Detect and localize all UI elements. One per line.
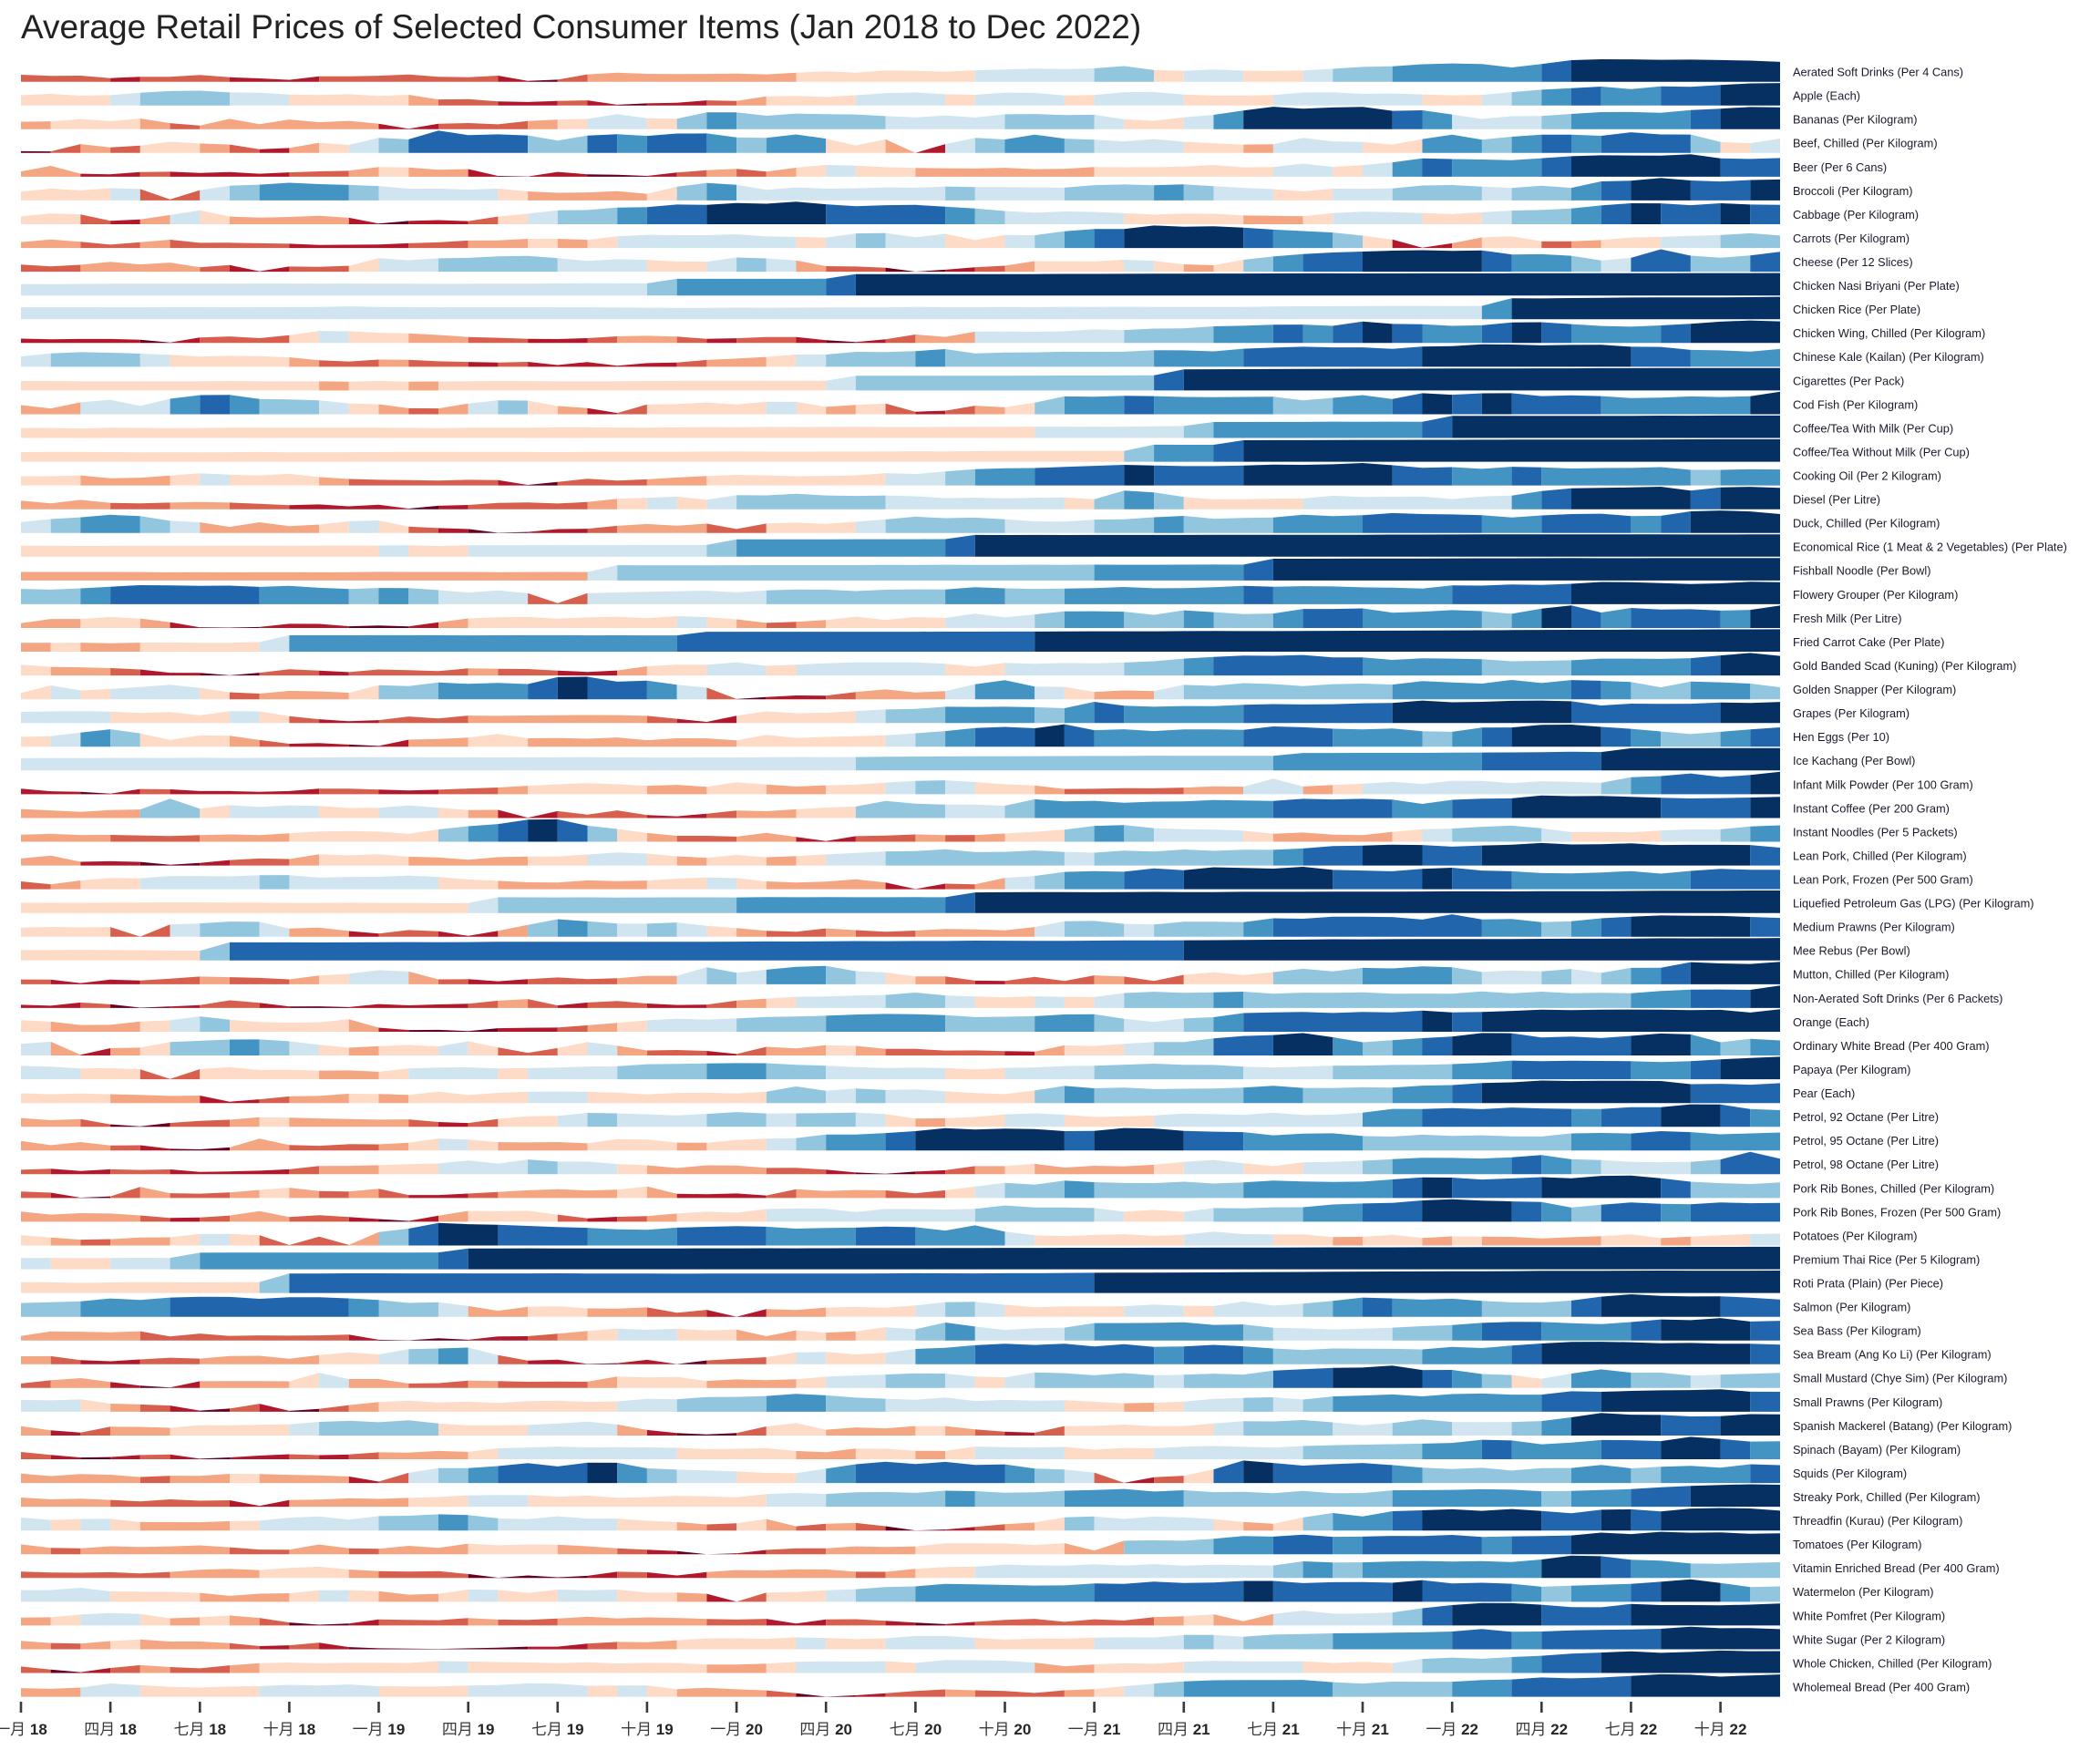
svg-text:十月 19: 十月 19 [621,1721,674,1738]
svg-text:Diesel (Per Litre): Diesel (Per Litre) [1793,493,1880,507]
svg-text:Papaya (Per Kilogram): Papaya (Per Kilogram) [1793,1063,1910,1076]
svg-text:Instant Noodles (Per 5 Packets: Instant Noodles (Per 5 Packets) [1793,825,1958,839]
svg-text:Pear (Each): Pear (Each) [1793,1086,1855,1100]
svg-text:Streaky Pork, Chilled (Per Kil: Streaky Pork, Chilled (Per Kilogram) [1793,1490,1981,1504]
svg-text:Beer (Per 6 Cans): Beer (Per 6 Cans) [1793,160,1887,174]
svg-text:七月 18: 七月 18 [173,1721,226,1738]
svg-text:一月 21: 一月 21 [1068,1721,1121,1738]
svg-text:Broccoli (Per Kilogram): Broccoli (Per Kilogram) [1793,184,1913,198]
svg-text:Tomatoes (Per Kilogram): Tomatoes (Per Kilogram) [1793,1538,1922,1551]
svg-text:Petrol, 98 Octane (Per Litre): Petrol, 98 Octane (Per Litre) [1793,1158,1939,1171]
svg-text:Mutton, Chilled (Per Kilogram): Mutton, Chilled (Per Kilogram) [1793,968,1949,982]
svg-text:Small Mustard (Chye Sim) (Per: Small Mustard (Chye Sim) (Per Kilogram) [1793,1372,2007,1385]
svg-text:Squids (Per Kilogram): Squids (Per Kilogram) [1793,1467,1907,1480]
svg-text:Liquefied Petroleum Gas (LPG): Liquefied Petroleum Gas (LPG) (Per Kilog… [1793,897,2034,911]
svg-text:Golden Snapper (Per Kilogram): Golden Snapper (Per Kilogram) [1793,683,1956,696]
svg-text:十月 21: 十月 21 [1336,1721,1389,1738]
svg-text:Average Retail Prices of Selec: Average Retail Prices of Selected Consum… [21,8,1141,46]
svg-text:Chicken Rice (Per Plate): Chicken Rice (Per Plate) [1793,303,1920,316]
svg-text:四月 19: 四月 19 [442,1721,495,1738]
svg-text:Orange (Each): Orange (Each) [1793,1015,1869,1029]
svg-text:Carrots (Per Kilogram): Carrots (Per Kilogram) [1793,232,1910,245]
svg-text:Lean Pork, Frozen (Per 500 Gra: Lean Pork, Frozen (Per 500 Gram) [1793,873,1973,887]
svg-text:Gold Banded Scad (Kuning) (Per: Gold Banded Scad (Kuning) (Per Kilogram) [1793,659,2016,673]
svg-text:Wholemeal Bread (Per 400 Gram): Wholemeal Bread (Per 400 Gram) [1793,1681,1970,1694]
svg-text:Economical Rice (1 Meat & 2 Ve: Economical Rice (1 Meat & 2 Vegetables) … [1793,540,2067,554]
svg-text:Apple (Each): Apple (Each) [1793,89,1860,103]
svg-text:Small Prawns (Per Kilogram): Small Prawns (Per Kilogram) [1793,1395,1942,1409]
svg-text:四月 20: 四月 20 [799,1721,852,1738]
svg-text:十月 20: 十月 20 [979,1721,1032,1738]
svg-text:Petrol, 95 Octane (Per Litre): Petrol, 95 Octane (Per Litre) [1793,1134,1939,1148]
svg-text:七月 21: 七月 21 [1247,1721,1300,1738]
svg-text:Non-Aerated Soft Drinks (Per 6: Non-Aerated Soft Drinks (Per 6 Packets) [1793,992,2002,1005]
svg-text:Fresh Milk (Per Litre): Fresh Milk (Per Litre) [1793,612,1901,625]
svg-text:Cigarettes (Per Pack): Cigarettes (Per Pack) [1793,374,1904,387]
svg-text:Mee Rebus (Per Bowl): Mee Rebus (Per Bowl) [1793,944,1910,958]
svg-text:Ice Kachang (Per Bowl): Ice Kachang (Per Bowl) [1793,754,1915,767]
svg-text:Salmon (Per Kilogram): Salmon (Per Kilogram) [1793,1301,1910,1314]
svg-text:一月 19: 一月 19 [353,1721,406,1738]
svg-text:Chicken Nasi Briyani (Per Plat: Chicken Nasi Briyani (Per Plate) [1793,279,1960,293]
svg-text:White Sugar (Per 2 Kilogram): White Sugar (Per 2 Kilogram) [1793,1632,1945,1646]
svg-text:一月 18: 一月 18 [0,1721,47,1738]
svg-text:Spinach (Bayam) (Per Kilogram): Spinach (Bayam) (Per Kilogram) [1793,1443,1961,1457]
svg-text:Pork Rib Bones, Chilled (Per K: Pork Rib Bones, Chilled (Per Kilogram) [1793,1181,1994,1195]
svg-text:Threadfin (Kurau) (Per Kilogra: Threadfin (Kurau) (Per Kilogram) [1793,1514,1962,1528]
svg-text:十月 18: 十月 18 [263,1721,316,1738]
svg-text:Lean Pork, Chilled (Per Kilogr: Lean Pork, Chilled (Per Kilogram) [1793,849,1967,862]
svg-text:Premium Thai Rice (Per 5 Kilog: Premium Thai Rice (Per 5 Kilogram) [1793,1252,1980,1266]
svg-text:Cabbage (Per Kilogram): Cabbage (Per Kilogram) [1793,208,1919,221]
svg-text:Fishball Noodle (Per Bowl): Fishball Noodle (Per Bowl) [1793,564,1931,578]
svg-text:Flowery Grouper (Per Kilogram): Flowery Grouper (Per Kilogram) [1793,588,1958,602]
svg-text:一月 22: 一月 22 [1426,1721,1478,1738]
svg-text:Chicken Wing, Chilled (Per Kil: Chicken Wing, Chilled (Per Kilogram) [1793,326,1985,340]
svg-text:Spanish Mackerel (Batang) (Per: Spanish Mackerel (Batang) (Per Kilogram) [1793,1419,2012,1433]
svg-text:Bananas (Per Kilogram): Bananas (Per Kilogram) [1793,113,1918,127]
svg-text:Aerated Soft Drinks (Per 4 Can: Aerated Soft Drinks (Per 4 Cans) [1793,66,1963,79]
svg-text:Watermelon (Per Kilogram): Watermelon (Per Kilogram) [1793,1585,1934,1599]
svg-text:Beef, Chilled (Per Kilogram): Beef, Chilled (Per Kilogram) [1793,137,1938,150]
svg-text:Instant Coffee (Per 200 Gram): Instant Coffee (Per 200 Gram) [1793,801,1950,815]
svg-text:Sea Bream (Ang Ko Li) (Per Kil: Sea Bream (Ang Ko Li) (Per Kilogram) [1793,1348,1992,1362]
svg-text:Grapes (Per Kilogram): Grapes (Per Kilogram) [1793,706,1910,720]
svg-text:Pork Rib Bones, Frozen (Per 50: Pork Rib Bones, Frozen (Per 500 Gram) [1793,1205,2001,1219]
svg-text:四月 22: 四月 22 [1515,1721,1568,1738]
svg-text:Coffee/Tea Without Milk (Per C: Coffee/Tea Without Milk (Per Cup) [1793,446,1970,459]
svg-text:Cheese (Per 12 Slices): Cheese (Per 12 Slices) [1793,255,1913,269]
svg-text:七月 22: 七月 22 [1605,1721,1658,1738]
svg-text:Roti Prata (Plain) (Per Piece): Roti Prata (Plain) (Per Piece) [1793,1277,1943,1291]
svg-text:Vitamin Enriched Bread (Per 40: Vitamin Enriched Bread (Per 400 Gram) [1793,1561,2000,1575]
svg-text:四月 21: 四月 21 [1158,1721,1210,1738]
svg-text:Petrol, 92 Octane (Per Litre): Petrol, 92 Octane (Per Litre) [1793,1110,1939,1124]
svg-text:Medium Prawns (Per Kilogram): Medium Prawns (Per Kilogram) [1793,921,1955,934]
svg-text:Sea Bass (Per Kilogram): Sea Bass (Per Kilogram) [1793,1324,1921,1338]
svg-text:Chinese Kale (Kailan) (Per Kil: Chinese Kale (Kailan) (Per Kilogram) [1793,350,1984,364]
svg-text:十月 22: 十月 22 [1694,1721,1747,1738]
svg-text:Hen Eggs (Per 10): Hen Eggs (Per 10) [1793,730,1889,744]
svg-text:White Pomfret (Per Kilogram): White Pomfret (Per Kilogram) [1793,1609,1945,1622]
svg-text:Infant Milk Powder (Per 100 Gr: Infant Milk Powder (Per 100 Gram) [1793,777,1973,791]
svg-text:Cooking Oil (Per 2 Kilogram): Cooking Oil (Per 2 Kilogram) [1793,469,1941,483]
svg-text:四月 18: 四月 18 [84,1721,137,1738]
svg-text:七月 20: 七月 20 [890,1721,942,1738]
svg-text:Potatoes (Per Kilogram): Potatoes (Per Kilogram) [1793,1229,1918,1242]
svg-text:一月 20: 一月 20 [710,1721,763,1738]
svg-text:Ordinary White Bread (Per 400: Ordinary White Bread (Per 400 Gram) [1793,1039,1990,1053]
svg-text:Cod Fish (Per Kilogram): Cod Fish (Per Kilogram) [1793,397,1918,411]
svg-text:Duck, Chilled (Per Kilogram): Duck, Chilled (Per Kilogram) [1793,517,1940,530]
svg-text:Whole Chicken, Chilled (Per Ki: Whole Chicken, Chilled (Per Kilogram) [1793,1656,1992,1670]
svg-text:Fried Carrot Cake (Per Plate): Fried Carrot Cake (Per Plate) [1793,635,1944,649]
svg-text:七月 19: 七月 19 [531,1721,584,1738]
svg-text:Coffee/Tea With Milk (Per Cup): Coffee/Tea With Milk (Per Cup) [1793,421,1953,435]
